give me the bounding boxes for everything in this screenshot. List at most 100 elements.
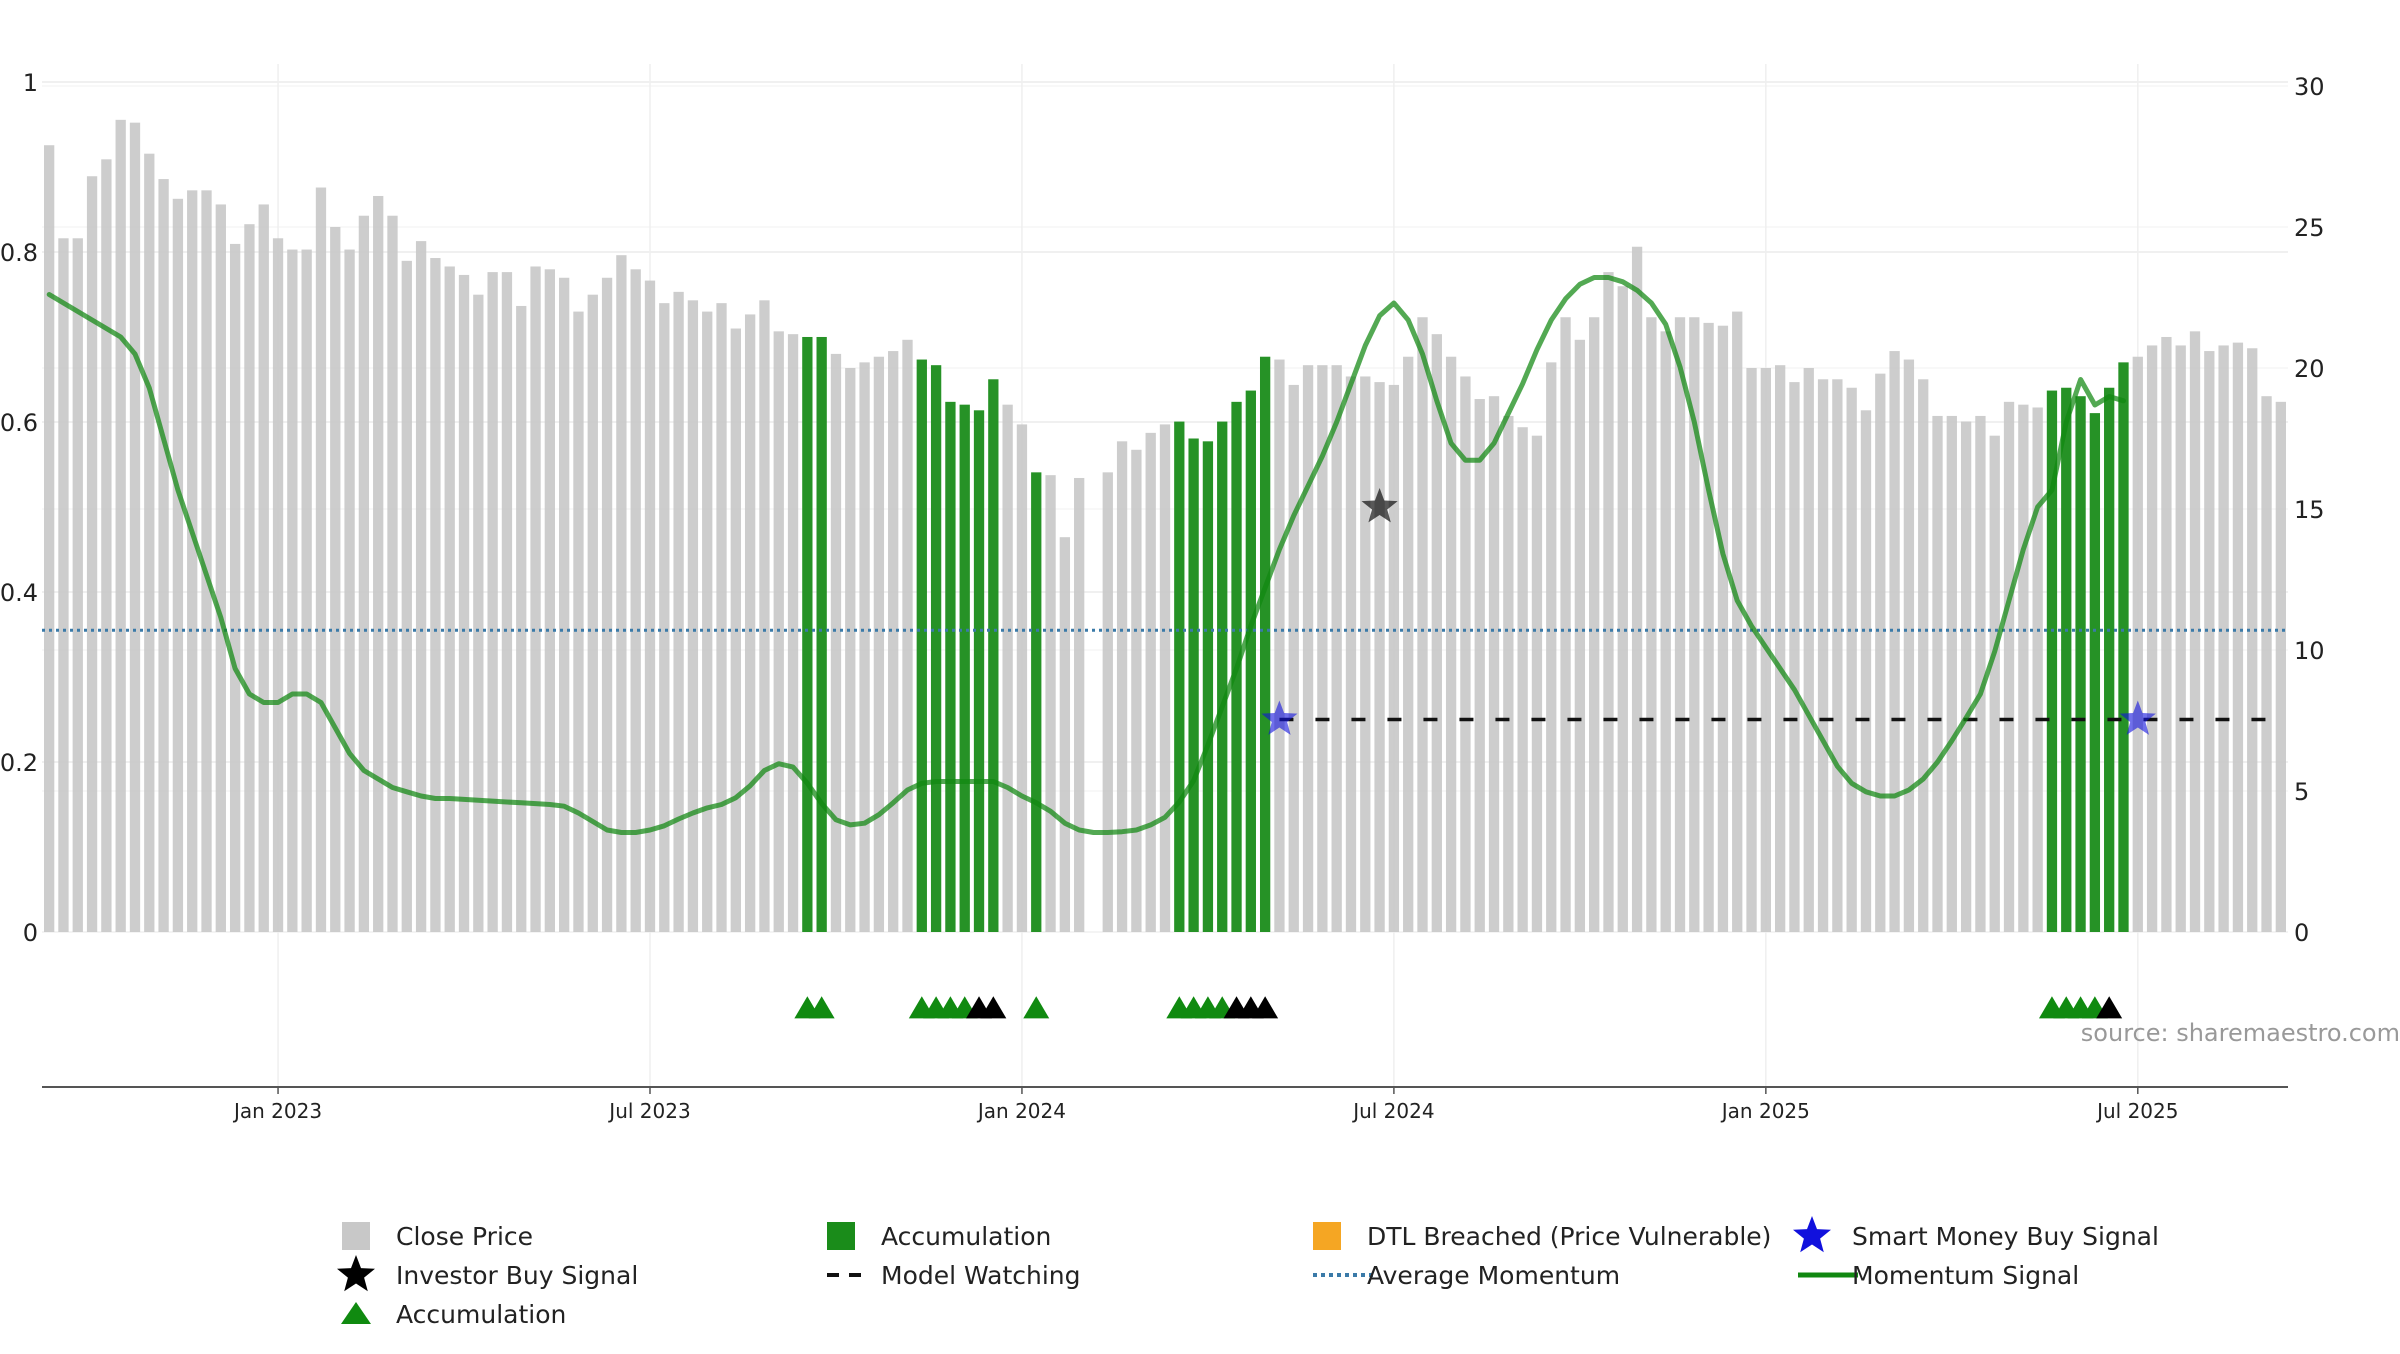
close-price-bar	[115, 119, 126, 933]
accumulation-bar	[1245, 390, 1256, 932]
smart-money-buy-star	[1261, 700, 1298, 735]
close-price-bar	[1546, 362, 1557, 932]
legend-item: Model Watching	[827, 1261, 1081, 1290]
close-price-bar	[1002, 404, 1013, 932]
y-right-tick-label: 20	[2294, 355, 2325, 383]
close-price-bar	[201, 190, 212, 933]
investor-buy-triangle	[1252, 996, 1279, 1019]
close-price-bar	[1374, 382, 1385, 933]
close-price-bar	[687, 300, 699, 932]
close-price-bar	[2189, 331, 2201, 933]
legend-label: Smart Money Buy Signal	[1852, 1222, 2159, 1251]
close-price-bar	[1646, 317, 1657, 932]
close-price-bar	[344, 249, 355, 932]
legend-accumulation-triangle	[341, 1302, 371, 1324]
accumulation-bar	[1259, 356, 1271, 933]
close-price-bar	[172, 198, 184, 933]
close-price-bar	[1288, 384, 1299, 932]
x-tick-label: Jul 2023	[607, 1099, 690, 1123]
close-price-bar	[616, 255, 627, 932]
y-right-tick-label: 10	[2294, 637, 2325, 665]
close-price-bar	[1159, 424, 1171, 932]
x-tick-label: Jan 2024	[976, 1099, 1066, 1123]
accumulation-bar	[2104, 387, 2115, 932]
close-price-bar	[830, 353, 842, 932]
close-price-bar	[244, 224, 255, 932]
accumulation-bar	[1202, 441, 1214, 932]
accumulation-bar	[973, 410, 985, 932]
close-price-bar	[1059, 537, 1071, 932]
accumulation-bar	[1217, 421, 1228, 932]
close-price-bar	[229, 243, 241, 933]
close-price-bar	[330, 227, 341, 932]
close-price-bars	[44, 119, 2286, 933]
close-price-bar	[1403, 356, 1414, 933]
close-price-bar	[1045, 475, 1056, 932]
close-price-bar	[716, 303, 727, 932]
close-price-bar	[1732, 311, 1743, 933]
y-left-tick-label: 0.4	[0, 579, 38, 607]
y-right-tick-label: 25	[2294, 214, 2325, 242]
close-price-bar	[1460, 376, 1471, 933]
investor-buy-star	[1361, 488, 1398, 523]
close-price-bar	[1875, 373, 1886, 932]
close-price-bar	[759, 300, 770, 932]
close-price-bar	[1302, 365, 1314, 932]
accumulation-bar	[2046, 390, 2058, 932]
close-price-bar	[1131, 449, 1142, 932]
close-price-bar	[1746, 368, 1757, 932]
close-price-bar	[902, 339, 913, 932]
close-price-bar	[1074, 477, 1085, 932]
close-price-bar	[215, 204, 226, 932]
close-price-bar	[601, 277, 613, 932]
close-price-bar	[1517, 427, 1528, 932]
close-price-bar	[1317, 365, 1328, 932]
close-price-bar	[630, 269, 641, 932]
smart-money-buy-star	[2119, 700, 2156, 735]
close-price-bar	[315, 187, 327, 932]
close-price-bar	[573, 311, 584, 933]
accumulation-bar	[916, 359, 927, 932]
accumulation-bar	[2075, 396, 2086, 932]
close-price-bar	[1989, 435, 2000, 932]
close-price-bar	[1589, 317, 1600, 932]
close-price-bar	[1660, 331, 1671, 933]
close-price-bar	[1331, 365, 1342, 932]
close-price-bar	[1932, 415, 1943, 932]
close-price-bar	[1832, 379, 1843, 932]
close-price-bar	[1360, 376, 1371, 933]
close-price-bar	[859, 362, 870, 932]
close-price-bar	[1531, 435, 1543, 932]
close-price-bar	[2275, 401, 2286, 933]
close-price-bar	[544, 269, 556, 932]
close-price-bar	[1903, 359, 1915, 932]
x-tick-label: Jul 2025	[2095, 1099, 2178, 1123]
y-left-tick-label: 0.6	[0, 409, 38, 437]
close-price-bar	[787, 334, 799, 932]
accumulation-bar	[2118, 362, 2129, 932]
signal-markers	[794, 996, 2123, 1019]
legend-item: Momentum Signal	[1798, 1261, 2079, 1290]
close-price-bar	[2132, 356, 2143, 933]
close-price-bar	[2175, 345, 2186, 932]
close-price-bar	[1674, 317, 1686, 932]
close-price-bar	[158, 179, 169, 932]
close-price-bar	[1116, 441, 1128, 932]
close-price-bar	[1431, 334, 1442, 932]
legend-item: Accumulation	[827, 1222, 1051, 1251]
close-price-bar	[644, 280, 656, 933]
close-price-bar	[1503, 415, 1514, 932]
close-price-bar	[1560, 317, 1571, 932]
close-price-bar	[1417, 317, 1428, 932]
close-price-bar	[501, 272, 513, 932]
accumulation-bar	[1188, 438, 1199, 932]
accumulation-bar	[988, 379, 999, 932]
close-price-bar	[1345, 376, 1357, 933]
investor-buy-triangle	[2096, 996, 2123, 1019]
legend-item: Smart Money Buy Signal	[1793, 1216, 2159, 1253]
close-price-bar	[1617, 286, 1628, 933]
legend-label: DTL Breached (Price Vulnerable)	[1367, 1222, 1771, 1251]
close-price-bar	[301, 249, 312, 932]
close-price-bar	[2161, 336, 2172, 933]
x-tick-label: Jan 2023	[232, 1099, 322, 1123]
